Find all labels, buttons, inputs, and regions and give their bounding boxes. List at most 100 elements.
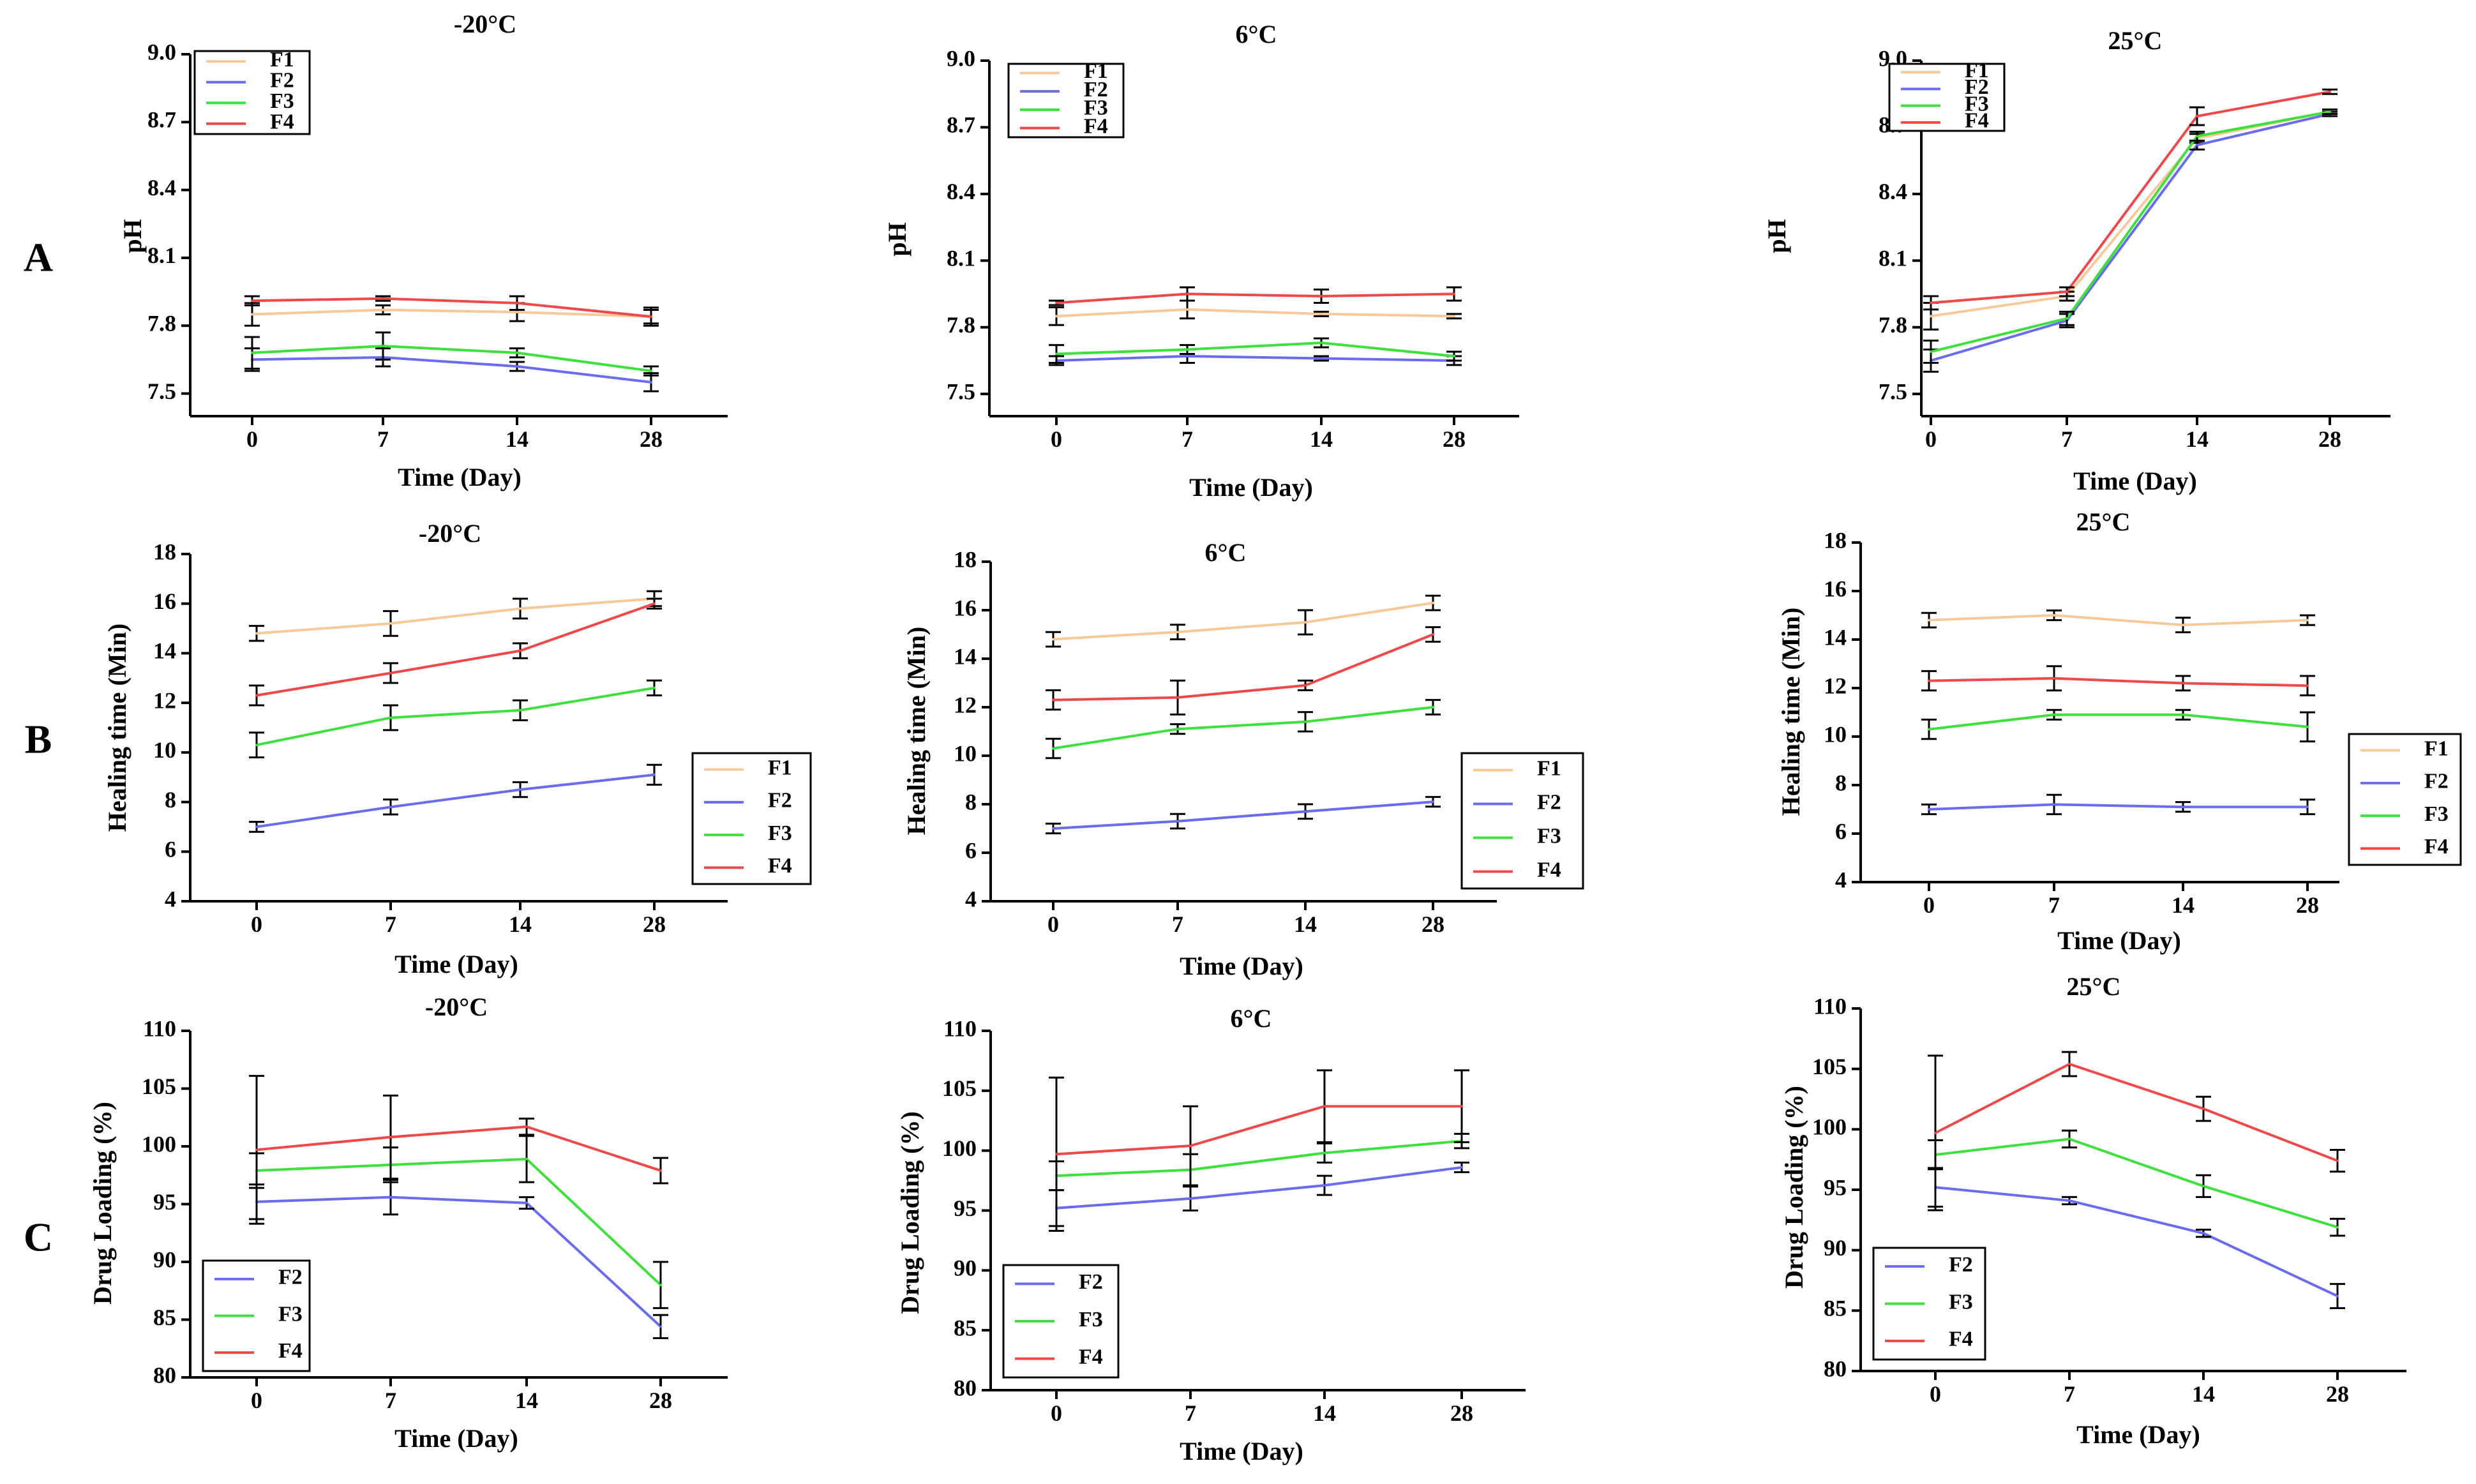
series-f4	[1046, 626, 1441, 716]
data-point	[1186, 348, 1189, 351]
x-tick-label: 14	[509, 911, 532, 937]
data-point	[1052, 747, 1054, 750]
x-tick-label: 28	[2296, 892, 2319, 918]
data-point	[2068, 1137, 2071, 1141]
y-axis-label: Drug Loading (%)	[88, 1102, 117, 1305]
series-line	[1930, 112, 2330, 362]
y-tick-label: 4	[165, 886, 176, 911]
y-tick-label: 10	[954, 740, 977, 766]
x-tick-label: 0	[1051, 1400, 1062, 1426]
y-tick-label: 7.5	[1879, 378, 1907, 404]
legend-item-f2: F2	[704, 789, 792, 813]
chart-title: -20°C	[419, 519, 481, 548]
x-axis-label: Time (Day)	[2076, 1420, 2200, 1449]
y-tick-label: 12	[153, 687, 176, 713]
y-tick-label: 8.7	[147, 107, 176, 133]
data-point	[382, 345, 384, 348]
legend-item-f3: F3	[704, 821, 792, 845]
series-f4	[244, 295, 659, 327]
legend-item-f3: F3	[1473, 824, 1561, 848]
legend-label: F3	[768, 821, 792, 845]
data-point	[525, 1125, 528, 1128]
data-point	[516, 365, 518, 368]
legend-box	[1888, 63, 2006, 132]
legend-item-f3: F3	[1020, 96, 1108, 120]
data-point	[255, 744, 258, 747]
chart-c1: 80 85 90 95 100 105 110 0 7 14 28 -20°C Time (Day) Dr…	[88, 993, 728, 1453]
legend-label: F4	[768, 854, 792, 878]
series-f4	[249, 597, 662, 707]
data-point	[2182, 806, 2184, 809]
chart-b2: 4 6 8 10 12 14 16 18 0 7 14 28 6°C Time (Day) Healing …	[902, 538, 1584, 980]
x-tick-label: 0	[1923, 892, 1935, 918]
y-tick-label: 4	[1835, 867, 1847, 892]
data-point	[659, 1325, 662, 1328]
y-tick-label: 9.0	[947, 45, 975, 71]
legend-label: F4	[1949, 1328, 1973, 1351]
series-f4	[1049, 1069, 1469, 1232]
y-axis-label: Drug Loading (%)	[896, 1111, 924, 1314]
legend-label: F2	[1965, 75, 1989, 99]
data-point	[382, 308, 384, 311]
data-point	[2196, 135, 2198, 138]
x-tick-label: 28	[649, 1388, 672, 1413]
data-point	[1928, 808, 1930, 811]
legend-item-f3: F3	[2360, 802, 2449, 826]
x-tick-label: 7	[377, 426, 389, 452]
data-point	[1928, 728, 1930, 731]
legend-label: F2	[1084, 78, 1108, 101]
legend-item-f4: F4	[1885, 1328, 1973, 1351]
y-tick-label: 85	[954, 1315, 977, 1340]
legend-label: F3	[1084, 96, 1108, 120]
y-tick-label: 95	[153, 1189, 176, 1215]
series-f2	[249, 763, 662, 833]
series-f1	[1049, 299, 1462, 326]
data-point	[255, 1148, 258, 1151]
data-point	[2053, 803, 2055, 806]
data-point	[2306, 618, 2309, 622]
y-tick-label: 10	[153, 737, 176, 763]
data-point	[1432, 706, 1434, 708]
y-tick-label: 18	[153, 539, 176, 564]
data-point	[1928, 618, 1930, 622]
legend-label: F4	[1537, 858, 1561, 881]
data-point	[1055, 352, 1058, 356]
legend-item-f1: F1	[1473, 756, 1561, 780]
data-point	[1930, 350, 1932, 354]
x-tick-label: 0	[1930, 1381, 1941, 1407]
chart-c3: 80 85 90 95 100 105 110 0 7 14 28 25°C Time (Day) Dru…	[1780, 972, 2406, 1449]
y-tick-label: 4	[965, 886, 977, 911]
legend-box	[1460, 752, 1584, 890]
data-point	[1186, 308, 1189, 311]
data-point	[1460, 1105, 1463, 1108]
x-tick-label: 7	[1172, 911, 1183, 937]
data-point	[1052, 698, 1054, 701]
series-f1	[249, 590, 662, 642]
data-point	[1930, 301, 1932, 304]
row-label-b: B	[25, 717, 52, 762]
series-line	[1935, 1062, 2338, 1162]
legend-item-f4: F4	[1901, 109, 1989, 133]
legend-item-f4: F4	[1473, 858, 1561, 881]
legend-box	[2348, 733, 2462, 866]
data-point	[2068, 1199, 2071, 1203]
y-tick-label: 18	[954, 546, 977, 572]
series-line	[1930, 110, 2330, 318]
series-line	[1935, 1186, 2338, 1298]
series-line	[1053, 601, 1434, 641]
y-axis-label: pH	[1762, 219, 1791, 253]
x-axis-label: Time (Day)	[1180, 952, 1303, 980]
data-point	[516, 351, 518, 354]
data-point	[1176, 820, 1179, 823]
legend-item-f3: F3	[214, 1302, 303, 1326]
legend-item-f3: F3	[206, 89, 294, 113]
series-f2	[244, 347, 659, 393]
y-tick-label: 14	[153, 638, 176, 664]
chart-title: 25°C	[2076, 507, 2131, 536]
series-line	[1053, 706, 1434, 750]
legend-label: F3	[278, 1302, 303, 1326]
